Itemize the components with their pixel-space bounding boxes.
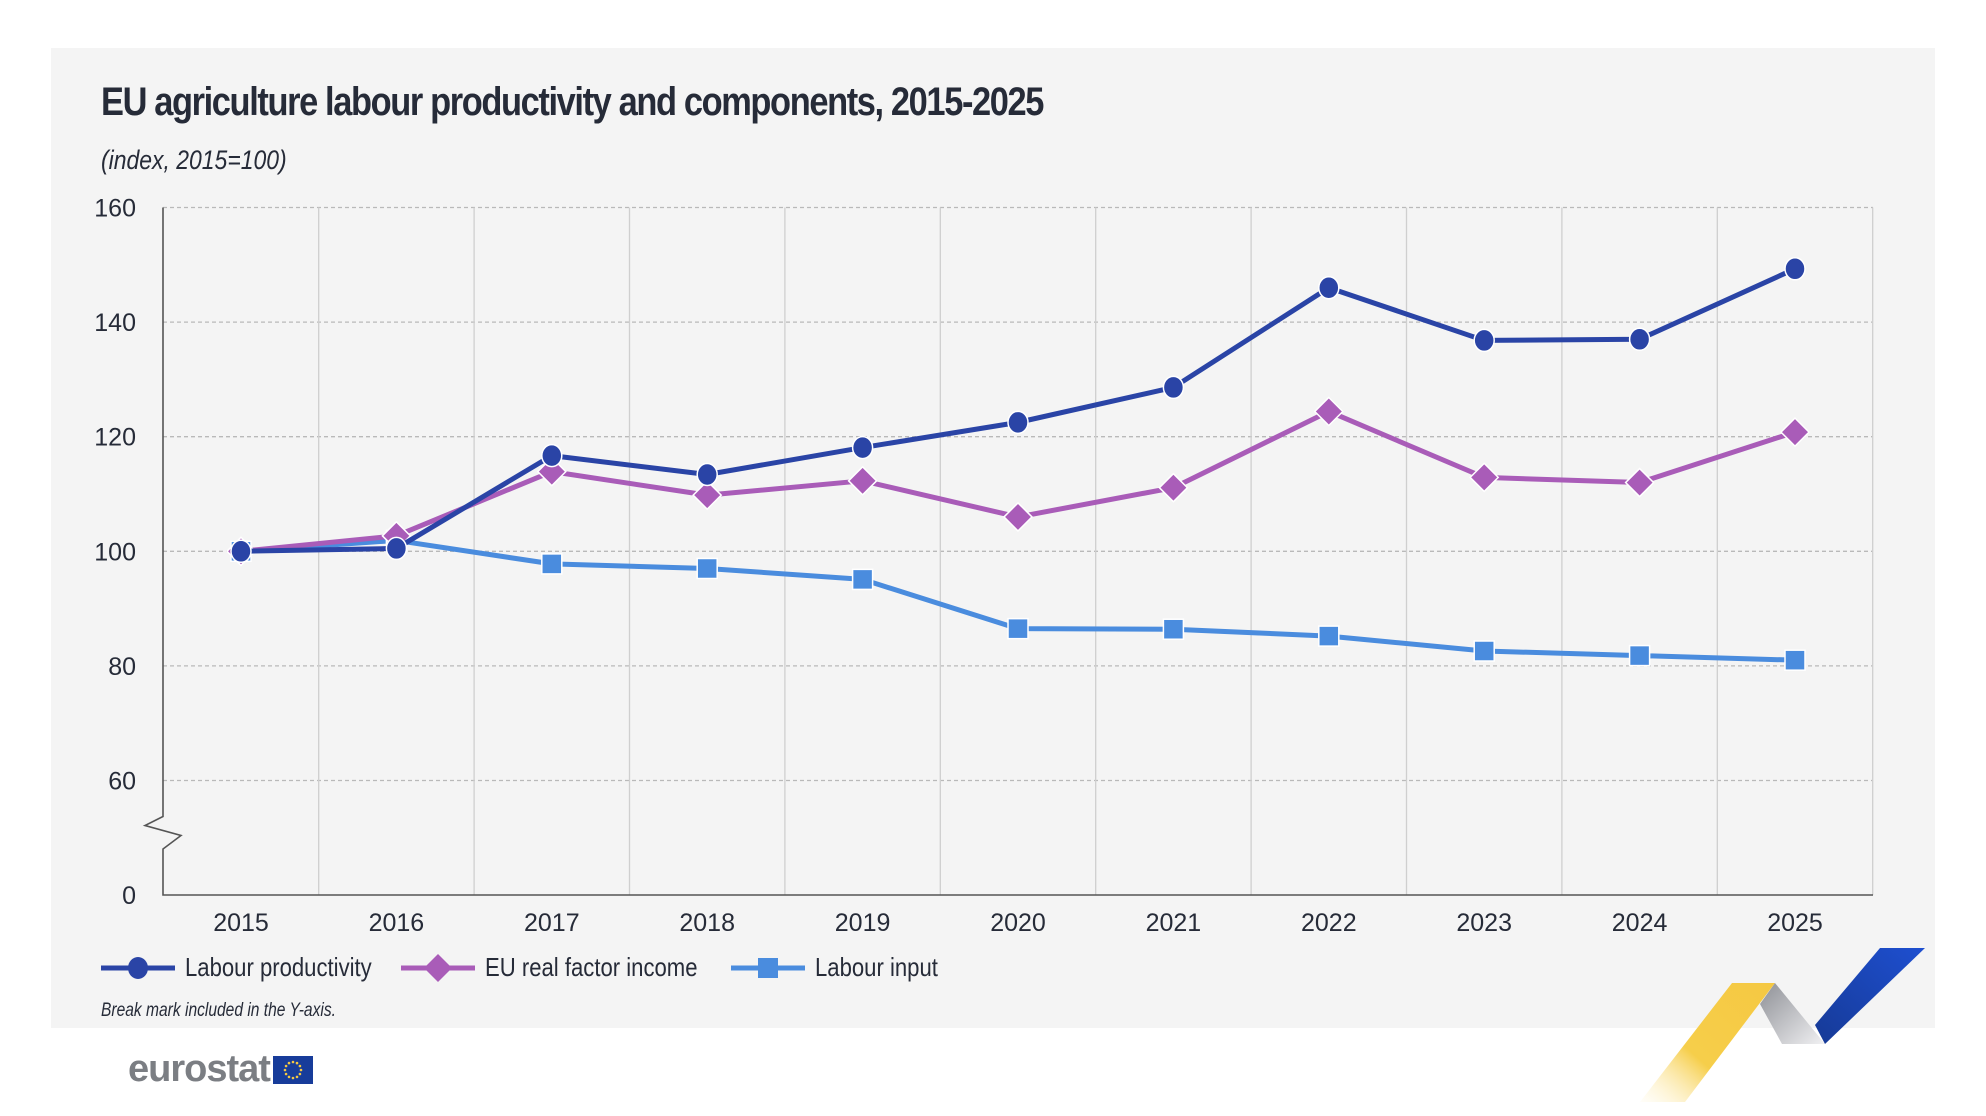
data-point-square bbox=[1007, 617, 1029, 640]
legend-item-labour-productivity[interactable]: Labour productivity bbox=[101, 952, 375, 983]
flag-star bbox=[298, 1064, 302, 1067]
x-tick-label: 2018 bbox=[679, 909, 735, 937]
legend-label: Labour productivity bbox=[185, 952, 372, 982]
logo-text: eurostat bbox=[128, 1048, 271, 1090]
x-tick-label: 2020 bbox=[990, 909, 1046, 937]
decorative-ribbon-icon bbox=[1640, 948, 1925, 1102]
data-point-square bbox=[1628, 644, 1651, 667]
legend-item-eu-real-factor-income[interactable]: EU real factor income bbox=[400, 952, 705, 983]
y-tick-label: 160 bbox=[94, 195, 136, 223]
x-tick-label: 2022 bbox=[1301, 909, 1357, 937]
legend: Labour productivity EU real factor incom… bbox=[101, 952, 938, 983]
data-point-circle bbox=[541, 443, 563, 468]
series-group bbox=[225, 257, 1811, 671]
y-axis-labels: 0 60 80 100 120 140 160 bbox=[94, 195, 136, 911]
flag-star bbox=[287, 1061, 291, 1064]
flag-star bbox=[284, 1072, 288, 1075]
data-point-square bbox=[1162, 618, 1185, 640]
data-point-diamond bbox=[692, 480, 723, 511]
x-tick-label: 2025 bbox=[1767, 909, 1823, 937]
series-labour-productivity bbox=[230, 257, 1806, 564]
y-tick-label: 60 bbox=[108, 768, 136, 796]
data-point-circle bbox=[1473, 328, 1495, 353]
flag-star bbox=[287, 1075, 291, 1078]
data-point-circle bbox=[1318, 275, 1340, 300]
x-tick-label: 2024 bbox=[1612, 909, 1668, 937]
x-axis-labels: 2015 2016 2017 2018 2019 2020 2021 2022 2023 2024… bbox=[213, 909, 1823, 937]
x-tick-label: 2016 bbox=[369, 909, 425, 937]
y-tick-label: 120 bbox=[94, 424, 136, 452]
data-point-square bbox=[1784, 649, 1806, 671]
legend-item-labour-input[interactable]: Labour input bbox=[730, 952, 938, 983]
legend-label: EU real factor income bbox=[484, 952, 698, 982]
flag-star bbox=[299, 1068, 303, 1071]
data-point-circle bbox=[1162, 375, 1185, 400]
chart-subtitle: (index, 2015=100) bbox=[101, 145, 287, 175]
flag-star bbox=[298, 1072, 302, 1075]
footnote: Break mark included in the Y-axis. bbox=[101, 1000, 336, 1021]
data-point-circle bbox=[1628, 327, 1651, 352]
data-point-diamond bbox=[1002, 501, 1034, 532]
data-point-diamond bbox=[1158, 472, 1189, 503]
x-tick-label: 2017 bbox=[524, 909, 580, 937]
data-point-diamond bbox=[1624, 467, 1655, 498]
data-point-circle bbox=[1784, 257, 1806, 281]
data-point-circle bbox=[230, 539, 252, 564]
eurostat-logo: eurostat bbox=[128, 1048, 313, 1091]
data-point-square bbox=[1473, 640, 1495, 662]
flag-star bbox=[283, 1068, 287, 1071]
grid-lines bbox=[163, 206, 1874, 895]
data-point-circle bbox=[696, 462, 718, 487]
data-point-diamond bbox=[1779, 417, 1811, 448]
data-point-diamond bbox=[1313, 396, 1344, 427]
axis-with-break-mark bbox=[142, 207, 1873, 896]
diamond-marker-icon bbox=[400, 953, 475, 982]
flag-star bbox=[284, 1064, 288, 1067]
flag-star bbox=[291, 1060, 295, 1063]
data-point-square bbox=[541, 553, 563, 575]
legend-label: Labour input bbox=[814, 952, 938, 982]
data-point-diamond bbox=[847, 465, 878, 496]
eu-flag-icon bbox=[272, 1055, 313, 1084]
data-point-diamond bbox=[1469, 462, 1500, 493]
y-tick-label: 0 bbox=[122, 882, 136, 910]
circle-marker-icon bbox=[101, 956, 175, 979]
flag-star bbox=[291, 1076, 295, 1079]
x-tick-label: 2019 bbox=[835, 909, 891, 937]
data-point-circle bbox=[1007, 410, 1029, 435]
axes bbox=[142, 207, 1873, 896]
flag-background bbox=[272, 1055, 313, 1084]
y-tick-label: 80 bbox=[108, 653, 136, 681]
y-tick-label: 140 bbox=[94, 309, 136, 337]
x-tick-label: 2015 bbox=[213, 909, 269, 937]
flag-star bbox=[295, 1075, 299, 1078]
data-point-square bbox=[851, 568, 874, 591]
x-tick-label: 2023 bbox=[1456, 909, 1512, 937]
data-point-square bbox=[696, 557, 718, 580]
flag-star bbox=[295, 1061, 299, 1064]
data-point-circle bbox=[385, 536, 408, 561]
series-eu-real-factor-income bbox=[225, 396, 1811, 567]
data-point-circle bbox=[851, 435, 874, 460]
chart-title: EU agriculture labour productivity and c… bbox=[101, 80, 1044, 124]
square-marker-icon bbox=[730, 957, 805, 978]
data-point-square bbox=[1318, 625, 1340, 647]
data-point-diamond bbox=[536, 456, 567, 487]
y-tick-label: 100 bbox=[94, 538, 136, 566]
x-tick-label: 2021 bbox=[1146, 909, 1202, 937]
